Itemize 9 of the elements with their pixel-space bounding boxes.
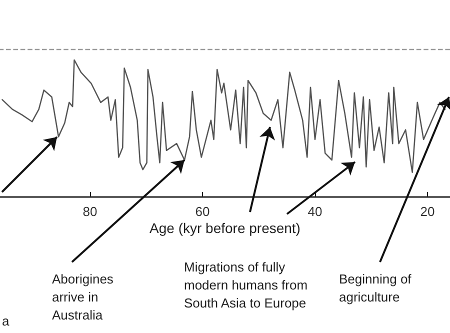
text: Migrations of fully modern humans from South Asia to Europe [184, 260, 312, 310]
x-tick-label: 80 [82, 204, 98, 219]
text: Beginning of agriculture [339, 272, 415, 304]
text: a [2, 314, 10, 328]
annotation: Aborigines arrive in Australia [52, 272, 118, 322]
x-axis-title: Age (kyr before present) [150, 220, 300, 236]
x-tick-label: 60 [195, 204, 210, 219]
x-tick-label: 40 [308, 204, 322, 219]
x-tick-label: 20 [420, 204, 435, 219]
